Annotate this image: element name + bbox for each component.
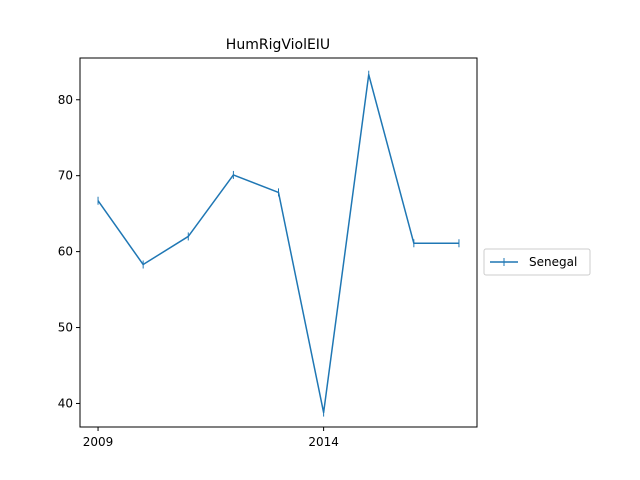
chart-title: HumRigViolEIU: [226, 37, 330, 53]
legend-label-senegal: Senegal: [529, 255, 577, 269]
y-tick-label-50: 50: [58, 321, 73, 335]
legend-box: [483, 248, 591, 276]
series-line-senegal: [97, 73, 459, 414]
legend: Senegal: [483, 248, 591, 276]
y-tick-label-40: 40: [58, 396, 73, 410]
axis-layer: 2009 2014 40 50 60 70 80: [58, 93, 339, 449]
y-tick-label-70: 70: [58, 169, 73, 183]
plot-frame: [79, 57, 478, 428]
y-tick-label-80: 80: [58, 93, 73, 107]
y-tick-label-60: 60: [58, 245, 73, 259]
plot-layer: [97, 70, 460, 417]
x-tick-label-2009: 2009: [83, 435, 114, 449]
x-tick-label-2014: 2014: [308, 435, 339, 449]
